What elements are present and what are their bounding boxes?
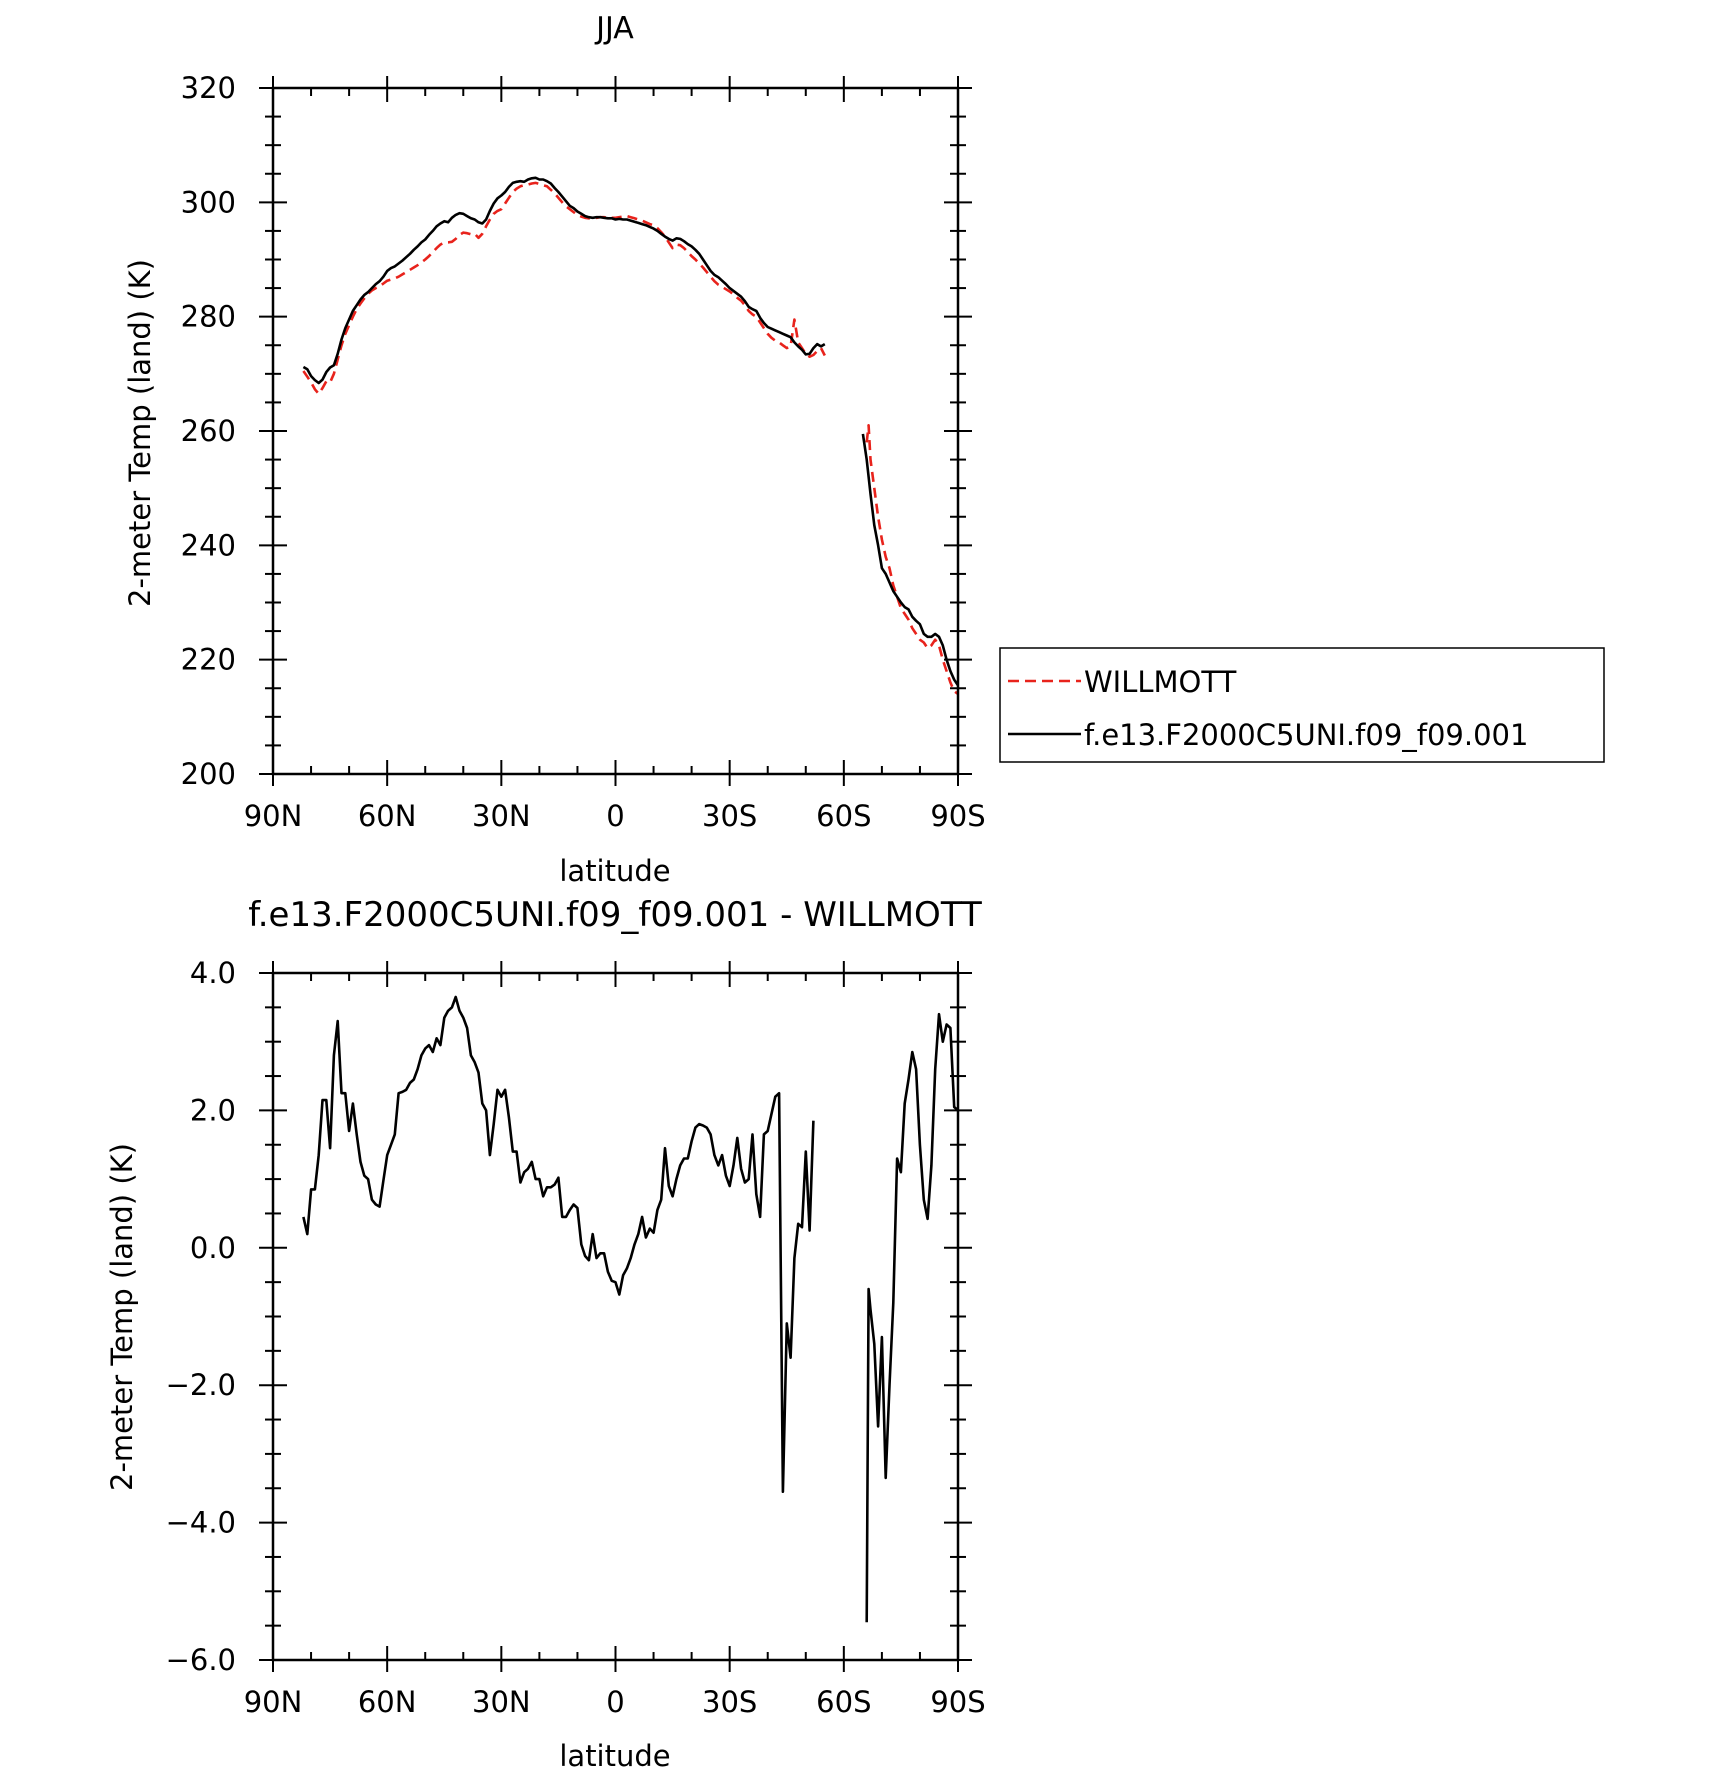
top-panel-ticks: 90N 60N 30N 0 30S 60S 90S 200 220 240 260 280 300 320: [181, 71, 986, 833]
panel1-x-tick-label: 60S: [816, 1685, 871, 1719]
top-panel-y-axis-label: 2-meter Temp (land) (K): [123, 259, 157, 607]
bottom-panel-title: f.e13.F2000C5UNI.f09_f09.001 - WILLMOTT: [248, 895, 982, 935]
panel1-y-tick-label: −4.0: [166, 1506, 236, 1540]
panel0-x-tick-label: 0: [606, 799, 624, 833]
panel1-y-tick-label: −2.0: [166, 1368, 236, 1402]
bottom-panel: f.e13.F2000C5UNI.f09_f09.001 - WILLMOTT …: [105, 895, 986, 1773]
panel0-series-0-line-segment-0: [302, 181, 826, 396]
panel0-x-tick-label: 90N: [244, 799, 303, 833]
panel0-y-tick-label: 200: [181, 757, 236, 791]
panel0-y-tick-label: 280: [181, 300, 236, 334]
bottom-panel-frame: [271, 971, 960, 1662]
legend-box: [999, 647, 1605, 763]
panel1-series-0-line-segment-0: [302, 995, 815, 1493]
panel0-series-1-line-segment-1: [861, 433, 960, 687]
panel0-x-tick-label: 60N: [358, 799, 417, 833]
panel0-x-tick-label: 90S: [930, 799, 985, 833]
legend-label-willmott: WILLMOTT: [1084, 665, 1237, 699]
panel1-x-tick-label: 0: [606, 1685, 624, 1719]
panel0-y-tick-label: 220: [181, 643, 236, 677]
panel1-x-tick-label: 90N: [244, 1685, 303, 1719]
panel0-x-tick-label: 30S: [702, 799, 757, 833]
bottom-panel-plot-area: [302, 995, 959, 1623]
top-panel-plot-area: [302, 176, 960, 696]
panel0-series-0-line-segment-1: [865, 423, 959, 696]
top-panel-title: JJA: [594, 11, 634, 46]
panel0-x-tick-label: 60S: [816, 799, 871, 833]
top-panel-x-axis-label: latitude: [559, 854, 670, 888]
panel0-y-tick-label: 240: [181, 528, 236, 562]
legend-label-model: f.e13.F2000C5UNI.f09_f09.001: [1084, 718, 1528, 752]
top-panel: JJA latitude 2-meter Temp (land) (K) 90N…: [123, 11, 986, 888]
panel1-series-0-line-segment-1: [865, 1012, 959, 1623]
panel1-y-tick-label: 4.0: [190, 956, 236, 990]
legend: WILLMOTT f.e13.F2000C5UNI.f09_f09.001: [999, 647, 1605, 763]
panel1-y-tick-label: 2.0: [190, 1093, 236, 1127]
panel1-y-tick-label: −6.0: [166, 1643, 236, 1677]
panel1-x-tick-label: 30N: [472, 1685, 531, 1719]
panel0-y-tick-label: 320: [181, 71, 236, 105]
panel1-x-tick-label: 30S: [702, 1685, 757, 1719]
panel0-x-tick-label: 30N: [472, 799, 531, 833]
panel0-series-1-line-segment-0: [302, 176, 826, 385]
panel1-y-tick-label: 0.0: [190, 1231, 236, 1265]
panel0-y-tick-label: 300: [181, 185, 236, 219]
bottom-panel-x-axis-label: latitude: [559, 1739, 670, 1773]
bottom-panel-y-axis-label: 2-meter Temp (land) (K): [105, 1143, 139, 1491]
panel1-x-tick-label: 90S: [930, 1685, 985, 1719]
panel1-x-tick-label: 60N: [358, 1685, 417, 1719]
bottom-panel-ticks: 90N 60N 30N 0 30S 60S 90S −6.0 −4.0 −2.0 0.0 2.0 4.0: [166, 956, 986, 1719]
top-panel-frame: [271, 86, 960, 776]
panel0-y-tick-label: 260: [181, 414, 236, 448]
